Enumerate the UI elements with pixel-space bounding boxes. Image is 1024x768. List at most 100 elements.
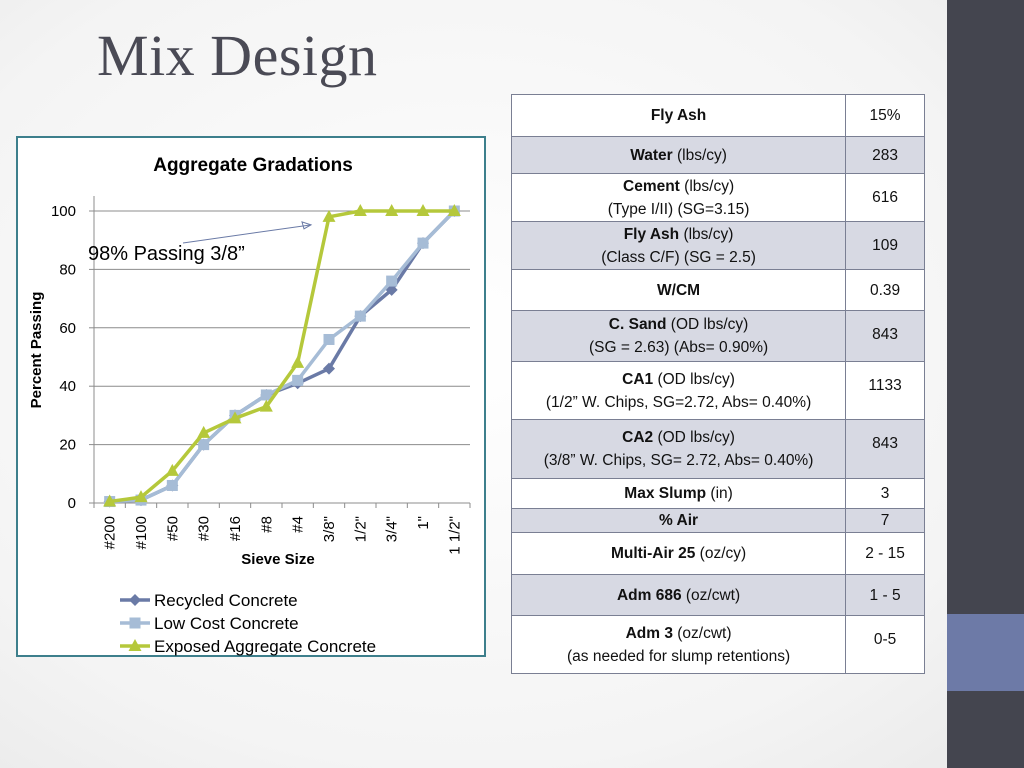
series-point-1 xyxy=(260,389,272,401)
series-point-1 xyxy=(323,333,335,345)
param-cell: Adm 3 (oz/cwt) (as needed for slump reten… xyxy=(510,615,847,674)
param-subline: (SG = 2.63) (Abs= 0.90%) xyxy=(588,339,769,356)
param-subline: (3/8” W. Chips, SG= 2.72, Abs= 0.40%) xyxy=(543,452,814,469)
param-name: Fly Ash xyxy=(650,107,707,124)
series-point-2 xyxy=(291,355,305,368)
series-point-2 xyxy=(447,204,461,216)
aggregate-gradation-chart: Aggregate Gradations Percent Passing Sie… xyxy=(16,136,486,657)
param-cell: Adm 686 (oz/cwt) xyxy=(510,574,847,616)
param-detail: (in) xyxy=(706,485,733,502)
series-point-2 xyxy=(322,209,336,222)
param-cell: C. Sand (OD lbs/cy) (SG = 2.63) (Abs= 0.9… xyxy=(510,310,847,362)
param-cell: CA2 (OD lbs/cy) (3/8” W. Chips, SG= 2.72,… xyxy=(510,419,847,479)
series-point-2 xyxy=(259,399,273,412)
param-name: Adm 3 xyxy=(625,624,673,642)
param-subline: (Class C/F) (SG = 2.5) xyxy=(601,248,756,266)
series-point-0 xyxy=(323,362,335,375)
param-name: Cement xyxy=(623,177,680,195)
x-tick-label: #8 xyxy=(258,516,275,533)
table-row: Adm 3 (oz/cwt) (as needed for slump reten… xyxy=(510,615,925,674)
series-point-1 xyxy=(198,439,210,451)
value-cell: 109 xyxy=(845,221,925,270)
y-tick-label: 40 xyxy=(59,378,76,395)
param-cell: Water (lbs/cy) xyxy=(510,136,847,174)
table-row: Fly Ash 15% xyxy=(510,94,925,137)
x-tick-label: 1/2" xyxy=(352,516,369,542)
value-cell: 7 xyxy=(845,508,925,533)
series-point-2 xyxy=(197,425,211,438)
sidebar-accent-block xyxy=(947,614,1024,691)
x-tick-label: 3/8" xyxy=(321,516,338,542)
y-tick-label: 20 xyxy=(59,437,76,454)
param-name: Fly Ash xyxy=(623,225,680,243)
table-row: C. Sand (OD lbs/cy) (SG = 2.63) (Abs= 0.9… xyxy=(510,310,925,362)
table-row: W/CM 0.39 xyxy=(510,269,925,311)
value-cell: 15% xyxy=(845,94,925,137)
x-tick-label: 1 1/2" xyxy=(446,516,463,555)
series-point-2 xyxy=(228,411,242,424)
param-subline: (1/2” W. Chips, SG=2.72, Abs= 0.40%) xyxy=(545,393,812,411)
annotation-group: 98% Passing 3/8” xyxy=(88,221,313,265)
param-name: Adm 686 xyxy=(616,586,682,604)
param-cell: Max Slump (in) xyxy=(510,478,847,509)
table-row: CA1 (OD lbs/cy) (1/2” W. Chips, SG=2.72, … xyxy=(510,361,925,420)
x-axis-label: Sieve Size xyxy=(241,551,314,568)
value-cell: 0-5 xyxy=(845,615,925,674)
series-point-2 xyxy=(353,204,367,216)
annotation-arrowhead xyxy=(301,221,313,230)
table-row: Fly Ash (lbs/cy) (Class C/F) (SG = 2.5) 10… xyxy=(510,221,925,270)
y-tick-label: 100 xyxy=(51,203,76,220)
legend-marker-0 xyxy=(129,594,141,606)
param-name: Water xyxy=(630,146,673,164)
legend-label: Recycled Concrete xyxy=(154,591,298,610)
param-subline: (as needed for slump retentions) xyxy=(566,647,791,665)
table-row: % Air 7 xyxy=(510,508,925,533)
param-name: CA1 xyxy=(622,370,654,388)
x-tick-label: 3/4" xyxy=(384,516,401,542)
y-tick-label: 0 xyxy=(68,495,76,512)
annotation-text: 98% Passing 3/8” xyxy=(88,243,245,265)
param-detail: (lbs/cy) xyxy=(679,225,734,243)
table-row: CA2 (OD lbs/cy) (3/8” W. Chips, SG= 2.72,… xyxy=(510,419,925,479)
value-cell: 3 xyxy=(845,478,925,509)
param-cell: CA1 (OD lbs/cy) (1/2” W. Chips, SG=2.72, … xyxy=(510,361,847,420)
series-point-1 xyxy=(354,310,366,322)
y-axis-label: Percent Passing xyxy=(28,292,45,409)
table-row: Cement (lbs/cy) (Type I/II) (SG=3.15) 616 xyxy=(510,173,925,222)
param-detail: (OD lbs/cy) xyxy=(653,429,735,446)
param-cell: Fly Ash (lbs/cy) (Class C/F) (SG = 2.5) xyxy=(510,221,847,270)
legend-label: Low Cost Concrete xyxy=(154,614,299,633)
table-row: Multi-Air 25 (oz/cy) 2 - 15 xyxy=(510,532,925,575)
chart-title: Aggregate Gradations xyxy=(153,155,353,176)
x-tick-label: #30 xyxy=(196,516,213,541)
value-cell: 2 - 15 xyxy=(845,532,925,575)
series-point-2 xyxy=(103,494,117,507)
series-point-2 xyxy=(416,204,430,216)
annotation-arrow xyxy=(182,224,312,244)
param-subline: (Type I/II) (SG=3.15) xyxy=(607,200,750,218)
param-detail: (lbs/cy) xyxy=(672,146,727,164)
series-lines xyxy=(103,204,461,508)
x-tick-label: #100 xyxy=(133,516,150,549)
series-point-1 xyxy=(166,479,178,491)
table-row: Water (lbs/cy) 283 xyxy=(510,136,925,174)
series-point-2 xyxy=(134,490,148,503)
x-tick-label: #200 xyxy=(102,516,119,549)
param-detail: (oz/cwt) xyxy=(672,624,732,642)
x-tick-label: #4 xyxy=(290,516,307,533)
value-cell: 0.39 xyxy=(845,269,925,311)
axes: 0 20 40 60 80 100 #200 #100 #50 #30 #16 #8 #4 3/8" 1/2… xyxy=(51,196,471,555)
param-name: Max Slump xyxy=(624,485,707,502)
param-cell: Cement (lbs/cy) (Type I/II) (SG=3.15) xyxy=(510,173,847,222)
table-row: Max Slump (in) 3 xyxy=(510,478,925,509)
param-name: W/CM xyxy=(657,281,701,299)
x-tick-label: 1" xyxy=(415,516,432,530)
param-detail: (OD lbs/cy) xyxy=(666,316,749,333)
table-row: Adm 686 (oz/cwt) 1 - 5 xyxy=(510,574,925,616)
value-cell: 843 xyxy=(845,419,925,479)
param-cell: Multi-Air 25 (oz/cy) xyxy=(510,532,847,575)
value-cell: 616 xyxy=(845,173,925,222)
series-point-1 xyxy=(417,237,429,249)
x-tick-label: #16 xyxy=(227,516,244,541)
param-cell: Fly Ash xyxy=(510,94,847,137)
